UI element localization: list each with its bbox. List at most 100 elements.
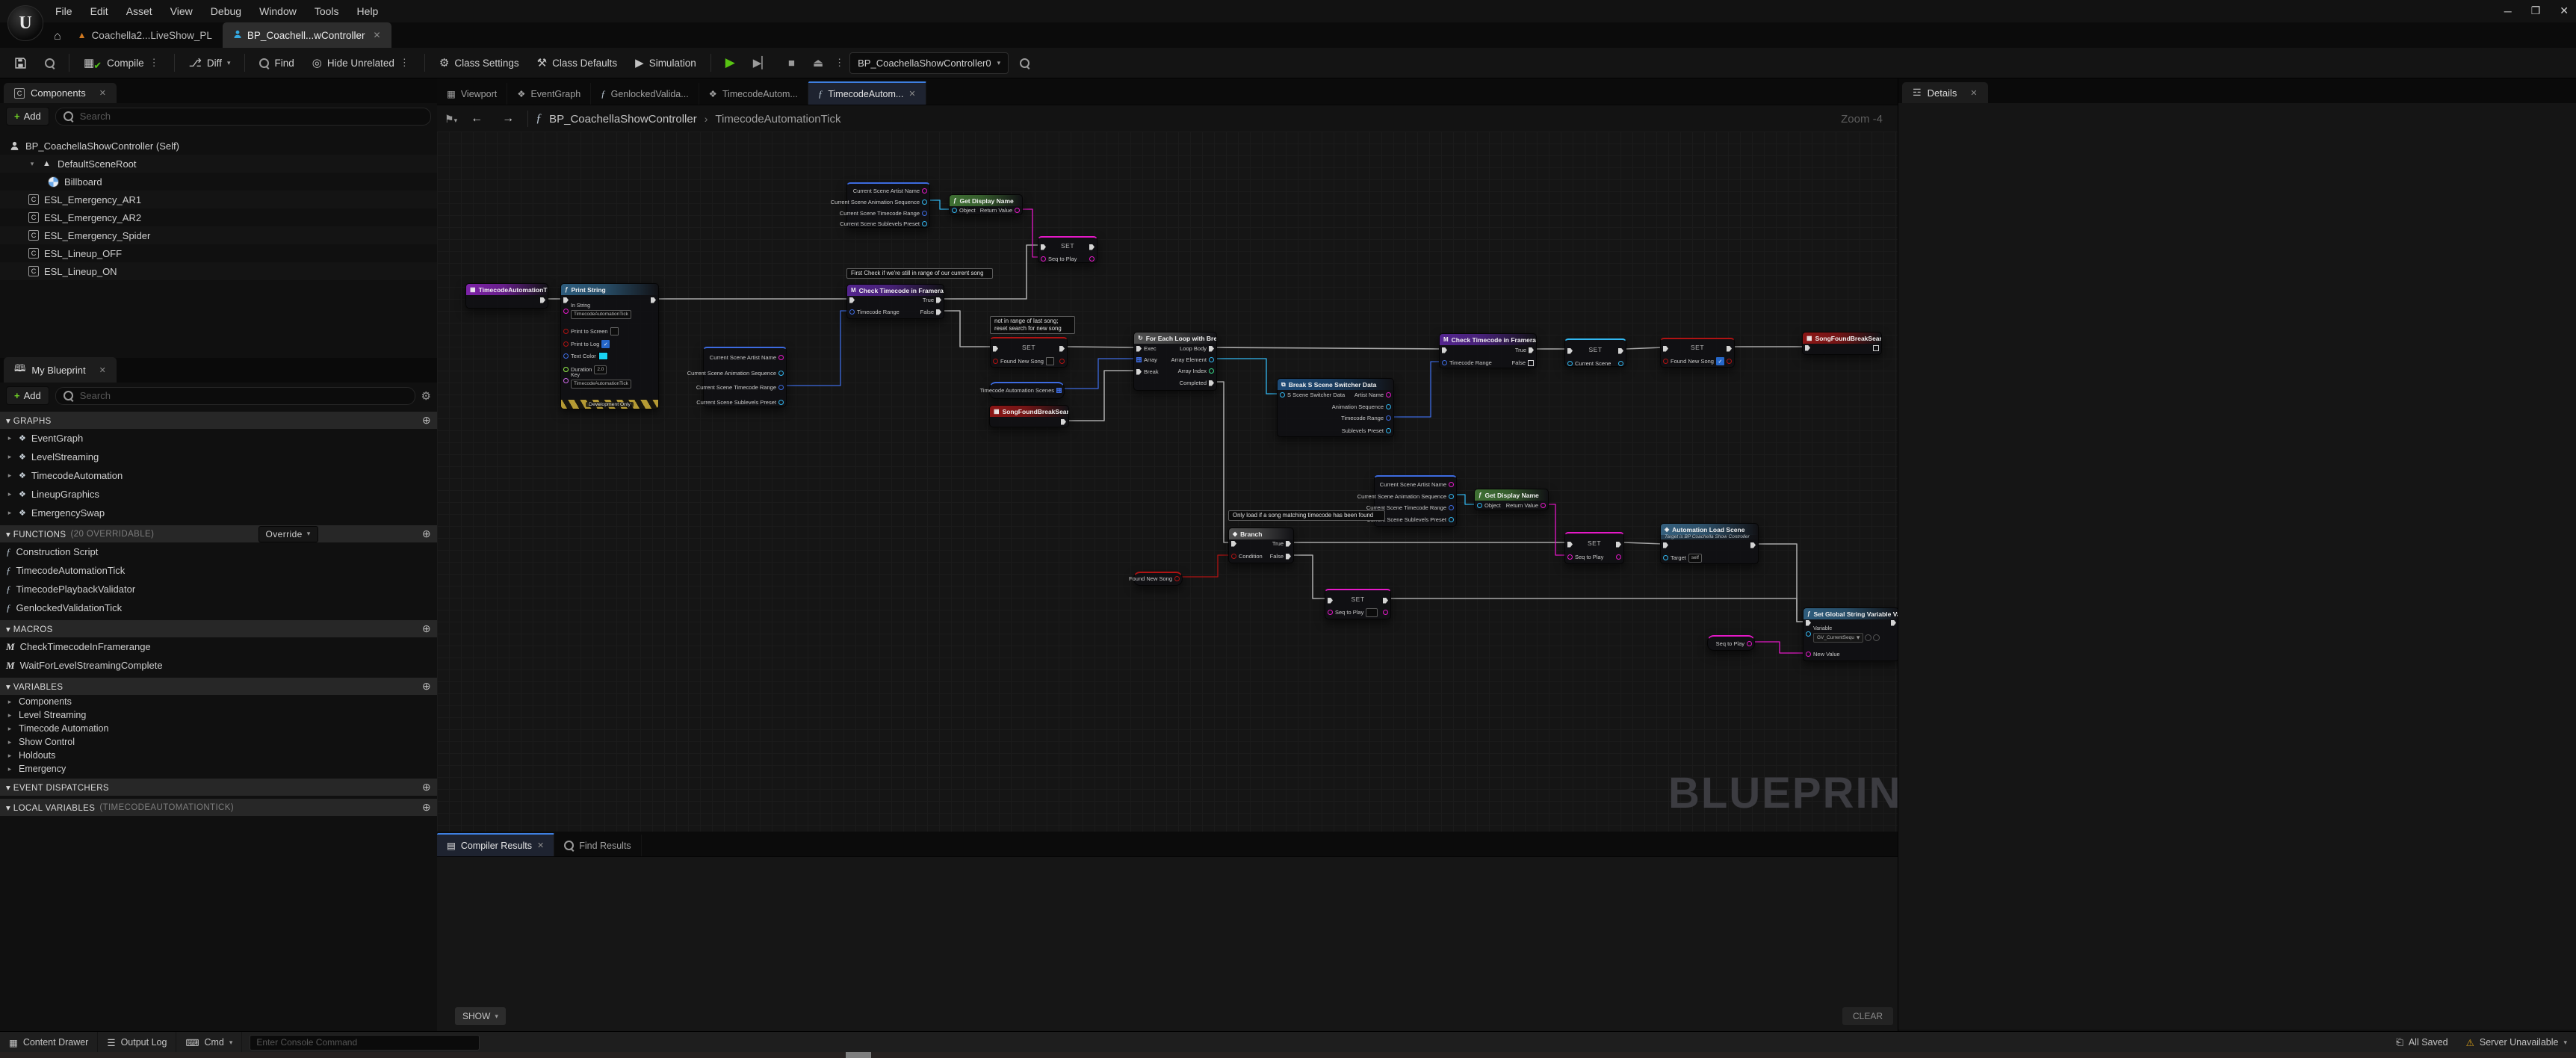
checkbox[interactable]: ✓: [601, 340, 610, 348]
expander-icon[interactable]: ▸: [7, 490, 12, 498]
data-pin[interactable]: [563, 367, 569, 372]
unreal-logo-icon[interactable]: U: [7, 5, 43, 41]
blueprint-item[interactable]: ▸ Holdouts: [0, 749, 437, 762]
data-pin[interactable]: [1209, 368, 1214, 374]
node-get-display-name-2[interactable]: ƒ Get Display Name Object Return Value: [1474, 489, 1549, 510]
add-component-button[interactable]: + Add: [6, 107, 49, 126]
menu-item-help[interactable]: Help: [356, 5, 379, 17]
show-filter-button[interactable]: SHOW ▾: [455, 1007, 506, 1025]
breadcrumb-current[interactable]: TimecodeAutomationTick: [715, 112, 841, 126]
components-search[interactable]: [55, 107, 431, 126]
blueprint-item[interactable]: ▸ ❖ TimecodeAutomation: [0, 466, 437, 485]
output-log-button[interactable]: ☰ Output Log: [98, 1032, 177, 1053]
find-button[interactable]: Find: [253, 53, 300, 73]
array-pin[interactable]: [1056, 388, 1062, 393]
hide-unrelated-button[interactable]: ◎ Hide Unrelated ⋮: [312, 57, 410, 69]
close-button[interactable]: ✕: [2560, 4, 2569, 16]
data-pin[interactable]: [1015, 208, 1020, 213]
graph-tab-timecodeautom[interactable]: ❖ TimecodeAutom...: [699, 83, 808, 105]
node-getter-low[interactable]: Current Scene Artist Name Current Scene A…: [1357, 475, 1457, 527]
expander-icon[interactable]: ▸: [7, 434, 12, 442]
wire[interactable]: [1456, 494, 1477, 505]
graph-comment[interactable]: not in range of last song; reset search …: [990, 316, 1075, 334]
tab-find-results[interactable]: Find Results: [554, 835, 642, 856]
exec-pin[interactable]: [1727, 345, 1732, 352]
data-pin[interactable]: [849, 309, 855, 315]
maximize-button[interactable]: ❐: [2530, 4, 2541, 16]
data-pin[interactable]: [1059, 359, 1065, 364]
tab-my-blueprint[interactable]: 🕮 My Blueprint ✕: [4, 357, 117, 383]
save-button[interactable]: [7, 52, 34, 74]
data-pin[interactable]: [1806, 631, 1811, 637]
data-pin[interactable]: [563, 353, 569, 359]
wire[interactable]: [1022, 208, 1041, 258]
node-call-songfoundbreaksearch[interactable]: ▦SongFoundBreakSearch: [1802, 332, 1882, 355]
blueprint-item[interactable]: ƒ TimecodeAutomationTick: [0, 561, 437, 580]
clear-button[interactable]: CLEAR: [1842, 1007, 1893, 1025]
expander-icon[interactable]: ▸: [7, 724, 12, 732]
taskbar-app-icon[interactable]: [846, 1052, 871, 1058]
exec-pin[interactable]: [1061, 418, 1066, 425]
data-pin[interactable]: [1663, 359, 1668, 364]
data-pin[interactable]: [1383, 610, 1388, 615]
checkbox[interactable]: [1045, 357, 1054, 365]
text-field[interactable]: TimecodeAutomationTick: [571, 310, 631, 319]
home-icon[interactable]: ⌂: [54, 30, 61, 43]
component-tree-item[interactable]: ▾ ▲ DefaultSceneRoot: [0, 155, 437, 173]
expander-icon[interactable]: ▸: [7, 764, 12, 773]
wire[interactable]: [1548, 504, 1567, 556]
data-pin[interactable]: [1174, 576, 1180, 581]
data-pin[interactable]: [1449, 517, 1454, 522]
expander-icon[interactable]: ▾: [30, 159, 34, 167]
exec-pin[interactable]: [1136, 368, 1142, 375]
data-pin[interactable]: [1386, 404, 1391, 409]
gear-icon[interactable]: ⚙: [421, 389, 431, 403]
graph-comment[interactable]: First Check if we're still in range of o…: [846, 268, 993, 279]
data-pin[interactable]: [778, 385, 784, 390]
data-pin[interactable]: [1386, 415, 1391, 421]
data-pin[interactable]: [1442, 360, 1447, 365]
wire[interactable]: [786, 310, 849, 386]
close-icon[interactable]: ✕: [99, 89, 106, 98]
menu-item-edit[interactable]: Edit: [90, 5, 108, 17]
data-pin[interactable]: [1041, 256, 1046, 262]
blueprint-item[interactable]: ▸ ❖ LevelStreaming: [0, 448, 437, 466]
data-pin[interactable]: [1663, 555, 1668, 560]
console-command-input[interactable]: [250, 1034, 480, 1051]
expander-icon[interactable]: ▸: [7, 737, 12, 746]
wire[interactable]: [1758, 543, 1806, 622]
data-pin[interactable]: [922, 188, 927, 194]
exec-pin[interactable]: [1891, 619, 1896, 626]
expander-icon[interactable]: ▸: [7, 471, 12, 479]
play-button[interactable]: ▶: [719, 51, 742, 75]
data-pin[interactable]: [1280, 392, 1285, 397]
my-blueprint-search-input[interactable]: [78, 389, 407, 402]
exec-pin[interactable]: [1383, 597, 1388, 604]
wire[interactable]: [929, 199, 952, 210]
node-set-seq-2[interactable]: SET Seq to Play: [1564, 532, 1624, 564]
blueprint-item[interactable]: ▸ Timecode Automation: [0, 722, 437, 735]
tab-components[interactable]: C Components ✕: [4, 83, 117, 103]
node-automation-load-scene[interactable]: ◈ Automation Load Scene Target is BP Coach…: [1660, 523, 1759, 564]
exec-pin[interactable]: [849, 297, 855, 303]
data-pin[interactable]: [1727, 359, 1732, 364]
browse-debug-object-button[interactable]: [1013, 54, 1036, 72]
node-set-foundnewsong-true[interactable]: SET Found New Song ✓: [1660, 338, 1735, 368]
component-tree-item[interactable]: C ESL_Emergency_Spider: [0, 226, 437, 244]
blueprint-item[interactable]: M WaitForLevelStreamingComplete: [0, 656, 437, 675]
my-blueprint-search[interactable]: [55, 386, 415, 405]
diff-button[interactable]: ⎇ Diff ▾: [188, 57, 231, 69]
exec-pin[interactable]: [1286, 553, 1291, 560]
data-pin[interactable]: [563, 378, 569, 383]
menu-item-view[interactable]: View: [170, 5, 193, 17]
blueprint-item[interactable]: ▸ ❖ EmergencySwap: [0, 504, 437, 522]
graph-tab-eventgraph[interactable]: ❖ EventGraph: [507, 83, 592, 105]
blueprint-item[interactable]: ▸ ❖ EventGraph: [0, 429, 437, 448]
node-get-foundnewsong[interactable]: Found New Song: [1129, 572, 1183, 586]
data-pin[interactable]: [1567, 361, 1573, 366]
close-icon[interactable]: ✕: [1970, 88, 1978, 98]
expander-icon[interactable]: ▸: [7, 751, 12, 759]
node-print-string[interactable]: ƒ Print String In String TimecodeAutomation…: [560, 283, 659, 409]
exec-pin[interactable]: [1663, 542, 1668, 548]
